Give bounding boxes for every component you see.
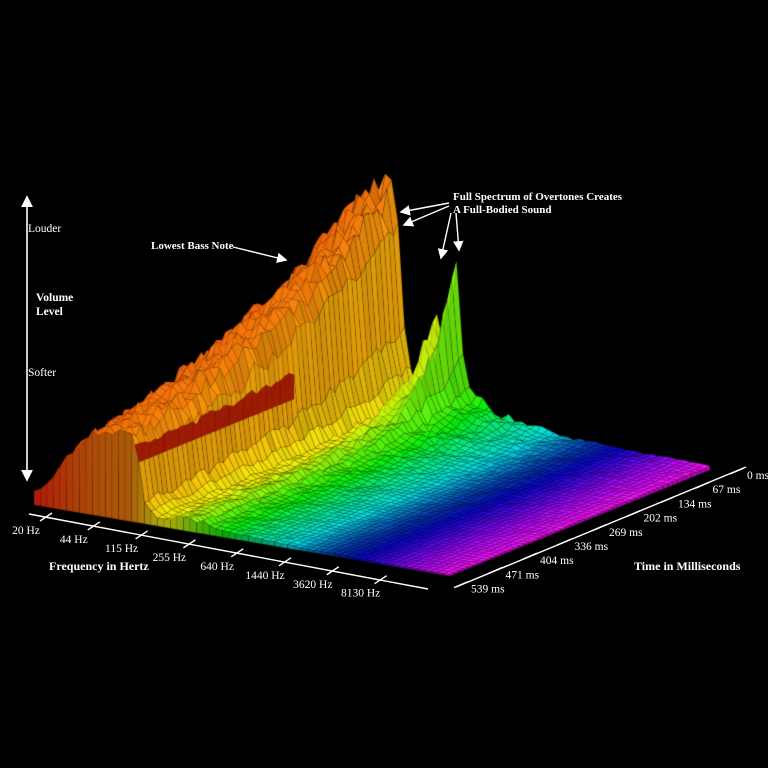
frequency-axis-line	[28, 513, 429, 590]
freq-tick-label: 44 Hz	[60, 534, 88, 546]
annotation-arrow	[402, 205, 450, 227]
time-tick	[453, 580, 469, 589]
freq-tick-label: 255 Hz	[153, 552, 187, 564]
time-tick	[695, 481, 710, 489]
annotation-arrow	[453, 212, 464, 252]
time-tick	[591, 524, 607, 532]
full-spectrum-line1: Full Spectrum of Overtones Creates	[453, 191, 623, 203]
time-tick	[729, 467, 745, 475]
time-tick	[522, 552, 538, 560]
freq-tick	[87, 521, 101, 531]
lowest-bass-note-annotation: Lowest Bass Note	[151, 240, 234, 252]
full-spectrum-annotation: Full Spectrum of Overtones Creates A Ful…	[453, 191, 622, 217]
time-tick-label: 202 ms	[644, 513, 678, 525]
freq-tick-label: 115 Hz	[105, 543, 138, 555]
softer-label: Softer	[28, 367, 57, 379]
time-axis-title: Time in Milliseconds	[634, 559, 741, 573]
annotation-arrow	[399, 202, 450, 216]
annotation-arrow	[232, 246, 288, 263]
volume-level-axis-title: Volume Level	[36, 291, 73, 319]
annotation-arrows	[232, 202, 464, 263]
volume-title-line2: Level	[36, 306, 63, 318]
time-tick	[626, 509, 641, 518]
time-tick-label: 67 ms	[713, 484, 741, 496]
frequency-ticks: 20 Hz 44 Hz 115 Hz 255 Hz 640 Hz 1440 Hz 3620 …	[12, 512, 387, 600]
time-tick-label: 471 ms	[506, 569, 540, 581]
freq-tick	[278, 557, 292, 567]
freq-tick	[230, 548, 244, 558]
freq-tick	[39, 512, 53, 522]
freq-tick-label: 1440 Hz	[245, 570, 284, 582]
frequency-axis-title: Frequency in Hertz	[49, 559, 149, 573]
time-tick-label: 336 ms	[575, 541, 609, 553]
time-tick-label: 0 ms	[747, 470, 768, 482]
freq-tick	[183, 539, 196, 549]
freq-tick	[374, 575, 387, 585]
time-tick-label: 269 ms	[609, 527, 643, 539]
freq-tick-label: 8130 Hz	[341, 588, 380, 600]
time-tick-label: 539 ms	[471, 584, 505, 596]
freq-tick	[135, 530, 148, 540]
full-spectrum-line2: A Full-Bodied Sound	[453, 204, 552, 216]
freq-tick-label: 640 Hz	[200, 561, 234, 573]
louder-label: Louder	[28, 223, 62, 235]
time-tick	[557, 538, 572, 546]
volume-title-line1: Volume	[36, 292, 74, 304]
freq-tick	[326, 566, 340, 576]
time-tick	[660, 495, 676, 504]
freq-tick-label: 3620 Hz	[293, 579, 332, 591]
freq-tick-label: 20 Hz	[12, 525, 40, 537]
annotation-arrow	[437, 212, 452, 260]
time-tick-label: 404 ms	[540, 555, 574, 567]
time-tick-label: 134 ms	[678, 498, 712, 510]
time-tick	[488, 566, 503, 575]
